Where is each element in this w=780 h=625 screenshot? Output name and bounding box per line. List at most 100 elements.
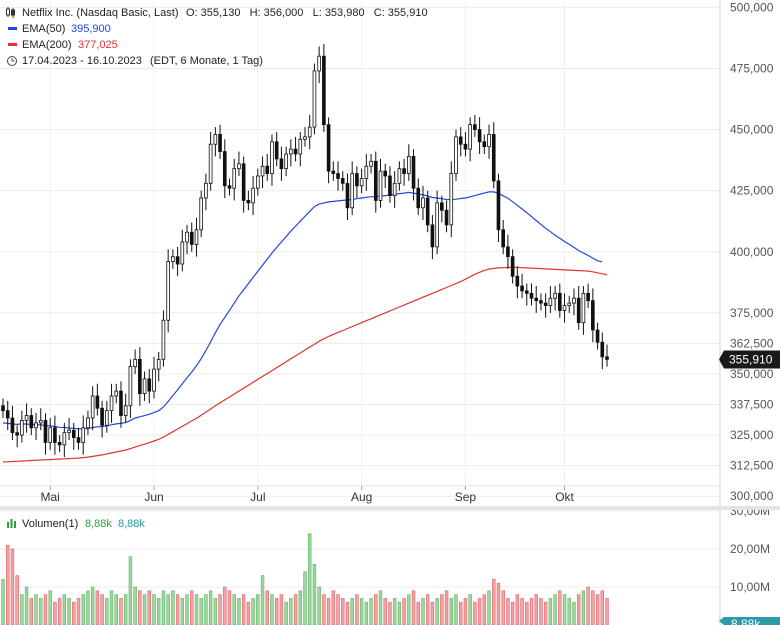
volume-value-green: 8,88k xyxy=(85,518,112,530)
volume-bar xyxy=(90,586,95,625)
candle xyxy=(43,413,48,455)
candle xyxy=(312,63,317,135)
volume-bar xyxy=(567,598,571,625)
volume-bar xyxy=(123,594,128,625)
volume-bar xyxy=(303,571,307,625)
candle xyxy=(449,161,454,238)
candle xyxy=(76,427,81,450)
volume-bar xyxy=(20,594,24,625)
candle xyxy=(152,356,156,399)
volume-bar xyxy=(595,594,600,625)
candle xyxy=(241,156,246,213)
candle xyxy=(161,310,166,367)
volume-bar xyxy=(562,594,567,625)
volume-bar xyxy=(402,598,406,625)
candle xyxy=(171,249,175,269)
price-tick-label: 325,000 xyxy=(730,428,774,442)
candle xyxy=(458,127,463,157)
candle xyxy=(605,344,609,367)
candle xyxy=(468,117,472,162)
volume-bar xyxy=(57,598,62,625)
volume-bar xyxy=(425,594,430,625)
candle xyxy=(20,410,24,443)
volume-bar xyxy=(501,590,505,625)
volume-bar xyxy=(208,590,213,625)
volume-bar xyxy=(6,544,10,625)
candle xyxy=(5,400,10,431)
volume-bar xyxy=(256,594,260,625)
volume-bar xyxy=(473,601,477,625)
candle xyxy=(421,185,425,220)
volume-bar xyxy=(270,594,274,625)
candle xyxy=(204,173,208,211)
volume-bar xyxy=(279,594,284,625)
volume-bar xyxy=(430,601,435,625)
price-tick-label: 425,000 xyxy=(730,184,774,198)
candle xyxy=(57,435,62,453)
volume-bar xyxy=(95,590,100,625)
volume-last-badge: 8,88k xyxy=(719,617,780,625)
candle xyxy=(34,413,38,440)
volume-tick-label: 20,00M xyxy=(730,542,770,556)
month-label: Aug xyxy=(351,490,372,504)
price-tick-label: 350,000 xyxy=(730,367,774,381)
volume-bar xyxy=(161,590,166,625)
volume-bar xyxy=(468,594,472,625)
volume-bar xyxy=(218,594,222,625)
date-range: 17.04.2023 - 16.10.2023 xyxy=(22,55,142,67)
candle xyxy=(539,293,543,311)
candle xyxy=(496,173,501,242)
candle xyxy=(67,418,71,440)
volume-bar xyxy=(114,594,118,625)
candle xyxy=(48,418,53,450)
candle xyxy=(534,286,539,313)
volume-bar xyxy=(449,598,453,625)
candle xyxy=(369,154,373,174)
candle xyxy=(572,288,576,316)
volume-bar xyxy=(440,594,444,625)
candle xyxy=(406,144,411,181)
candle xyxy=(114,383,119,404)
candle xyxy=(454,129,458,181)
candle xyxy=(567,295,572,313)
candle xyxy=(222,139,227,198)
candle xyxy=(199,190,204,238)
volume-label: Volumen(1) xyxy=(22,518,78,530)
volume-bar xyxy=(43,594,48,625)
volume-bar xyxy=(572,601,576,625)
volume-bar xyxy=(223,586,227,625)
volume-bar xyxy=(383,598,387,625)
volume-bar xyxy=(520,598,524,625)
candle xyxy=(213,127,218,157)
volume-bar xyxy=(496,582,501,625)
candle xyxy=(350,161,355,216)
pane-separator[interactable] xyxy=(0,506,780,510)
candle xyxy=(289,139,293,167)
candle xyxy=(359,168,364,194)
candle xyxy=(340,171,345,191)
volume-bar xyxy=(364,601,369,625)
volume-bar xyxy=(416,601,420,625)
candle xyxy=(430,215,435,260)
month-label: Mai xyxy=(41,490,60,504)
candle xyxy=(142,371,147,401)
candle xyxy=(279,146,284,181)
candle xyxy=(175,246,180,277)
candle xyxy=(553,286,557,311)
volume-bar xyxy=(251,598,255,625)
candle xyxy=(322,44,326,132)
month-label: Okt xyxy=(555,490,574,504)
volume-bar xyxy=(62,594,67,625)
volume-bar xyxy=(138,590,142,625)
volume-bar xyxy=(407,594,411,625)
ema50-swatch xyxy=(8,27,17,30)
volume-bar xyxy=(86,590,90,625)
ema200-line xyxy=(2,266,608,463)
candle xyxy=(15,425,19,448)
candle xyxy=(232,158,237,201)
candle xyxy=(109,383,114,423)
candle xyxy=(388,166,392,203)
candle xyxy=(81,415,86,455)
candle xyxy=(548,286,553,313)
